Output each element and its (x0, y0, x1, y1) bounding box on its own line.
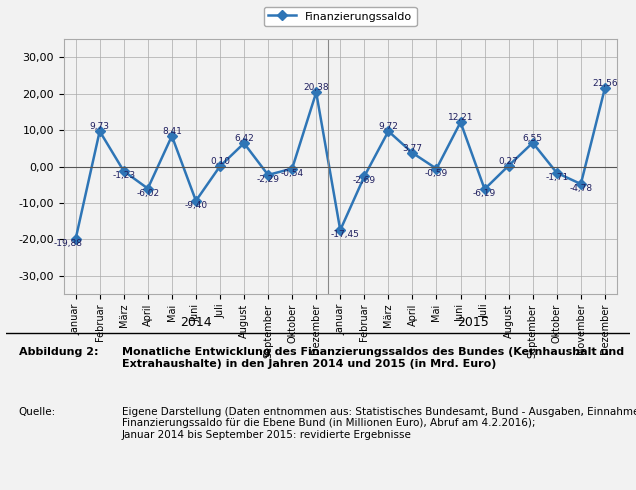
Finanzierungssaldo (240, 140, 248, 146)
Finanzierungssaldo (505, 163, 513, 169)
Finanzierungssaldo (72, 236, 80, 242)
Text: Eigene Darstellung (Daten entnommen aus: Statistisches Bundesamt, Bund - Ausgabe: Eigene Darstellung (Daten entnommen aus:… (121, 407, 636, 440)
Text: 6,55: 6,55 (523, 134, 543, 143)
Text: -6,02: -6,02 (136, 189, 160, 197)
Finanzierungssaldo (216, 163, 224, 169)
Text: 9,73: 9,73 (90, 122, 109, 131)
Text: 2015: 2015 (457, 316, 488, 329)
Text: -6,19: -6,19 (473, 189, 496, 198)
Text: 8,41: 8,41 (162, 127, 182, 136)
Finanzierungssaldo (265, 172, 272, 178)
Text: 21,56: 21,56 (592, 79, 618, 88)
Text: -1,71: -1,71 (545, 173, 569, 182)
Text: Abbildung 2:: Abbildung 2: (19, 347, 99, 357)
Finanzierungssaldo (336, 227, 344, 233)
Finanzierungssaldo (601, 85, 609, 91)
Legend: Finanzierungssaldo: Finanzierungssaldo (264, 6, 417, 26)
Text: 12,21: 12,21 (448, 113, 473, 122)
Text: -9,40: -9,40 (184, 201, 207, 210)
Text: -4,78: -4,78 (569, 184, 592, 193)
Finanzierungssaldo (432, 166, 440, 171)
Text: -1,23: -1,23 (112, 171, 135, 180)
Finanzierungssaldo (481, 186, 488, 192)
Text: -2,29: -2,29 (256, 175, 280, 184)
Finanzierungssaldo (408, 150, 416, 156)
Line: Finanzierungssaldo: Finanzierungssaldo (72, 85, 609, 243)
Finanzierungssaldo (168, 133, 176, 139)
Finanzierungssaldo (144, 186, 151, 192)
Text: 0,27: 0,27 (499, 157, 518, 166)
Finanzierungssaldo (120, 168, 128, 174)
Text: Monatliche Entwicklung des Finanzierungssaldos des Bundes (Kernhaushalt und
Extr: Monatliche Entwicklung des Finanzierungs… (121, 347, 624, 368)
Text: 2014: 2014 (180, 316, 212, 329)
Finanzierungssaldo (457, 119, 464, 125)
Text: -0,59: -0,59 (425, 169, 448, 178)
Finanzierungssaldo (385, 128, 392, 134)
Text: -17,45: -17,45 (331, 230, 359, 239)
Finanzierungssaldo (288, 166, 296, 171)
Text: -19,88: -19,88 (54, 239, 83, 248)
Finanzierungssaldo (553, 170, 560, 176)
Text: Quelle:: Quelle: (19, 407, 56, 416)
Finanzierungssaldo (361, 173, 368, 179)
Finanzierungssaldo (192, 198, 200, 204)
Text: 6,42: 6,42 (234, 134, 254, 143)
Text: -0,54: -0,54 (280, 169, 304, 177)
Text: -2,69: -2,69 (353, 176, 376, 185)
Text: 20,38: 20,38 (303, 83, 329, 93)
Text: 0,10: 0,10 (210, 157, 230, 166)
Finanzierungssaldo (312, 90, 320, 96)
Finanzierungssaldo (577, 181, 584, 187)
Text: 9,72: 9,72 (378, 122, 398, 131)
Text: 3,77: 3,77 (403, 144, 422, 153)
Finanzierungssaldo (96, 128, 104, 134)
Finanzierungssaldo (529, 140, 537, 146)
